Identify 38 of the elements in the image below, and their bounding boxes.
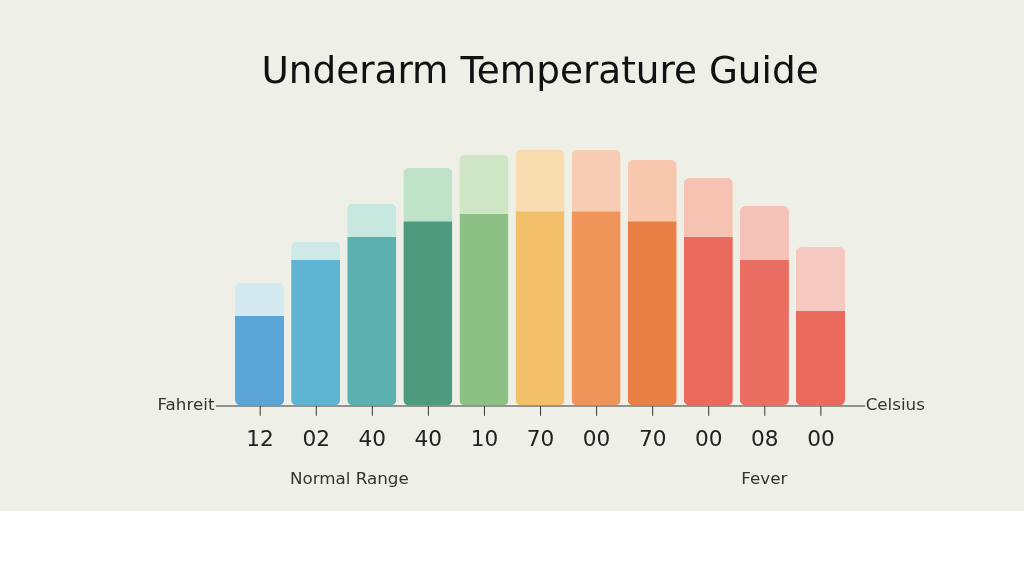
bar [459, 154, 509, 214]
text: Normal Range [289, 468, 409, 489]
bar [515, 211, 565, 406]
x-tick-label: 10 [470, 426, 499, 452]
bar [235, 282, 285, 316]
chart-title: Underarm Temperature Guide [261, 47, 819, 92]
bar [347, 203, 397, 237]
x-tick-label: 08 [751, 426, 779, 452]
x-tick-label: 40 [414, 426, 443, 452]
x-tick-label: 12 [246, 426, 274, 452]
bar [459, 213, 509, 406]
bar [627, 221, 677, 406]
bar [795, 310, 846, 406]
text: Fahreit [157, 394, 215, 415]
x-tick-label: 00 [695, 426, 723, 452]
text: Celsius [865, 394, 925, 415]
bar [739, 206, 789, 260]
bar [683, 236, 733, 406]
bar [683, 177, 733, 237]
bar [347, 236, 397, 406]
bar [515, 149, 565, 212]
bar [291, 259, 341, 406]
bar [571, 149, 621, 212]
x-tick-label: 02 [302, 426, 330, 452]
x-tick-label: 70 [526, 426, 555, 452]
bar [627, 159, 677, 222]
text: Fever [741, 468, 788, 489]
x-tick-label: 70 [638, 426, 667, 452]
bar [795, 246, 846, 311]
bar [291, 241, 341, 260]
bar [403, 167, 453, 222]
bar [739, 259, 789, 406]
bar [235, 316, 285, 406]
x-tick-label: 40 [358, 426, 387, 452]
bar [571, 211, 621, 406]
x-tick-label: 00 [582, 426, 611, 452]
x-tick-label: 00 [807, 426, 835, 452]
bar [403, 221, 453, 406]
